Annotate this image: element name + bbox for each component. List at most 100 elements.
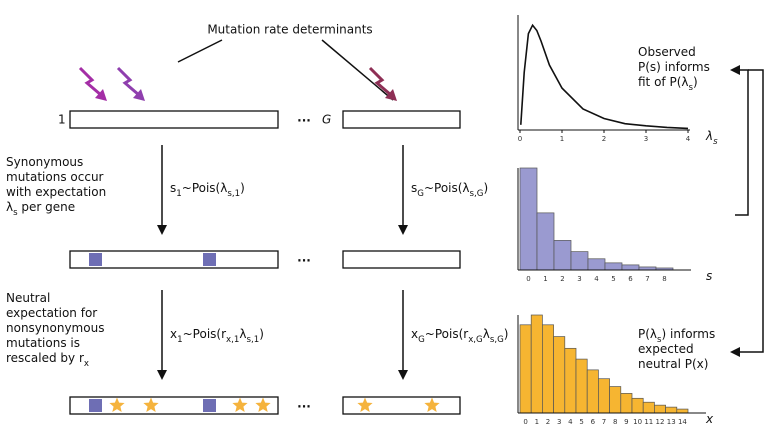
ellipsis: ···: [297, 114, 311, 128]
axis-label: x: [705, 412, 714, 426]
x-tick-label: 0: [523, 418, 527, 426]
text-part: λ: [483, 327, 490, 341]
note-line: P(λs) informs: [638, 327, 715, 345]
lightning-bolt: [368, 66, 392, 97]
x-tick-label: 1: [560, 135, 564, 143]
x-tick-label: 1: [543, 275, 547, 283]
note-line: P(s) informs: [638, 60, 710, 74]
bar: [654, 404, 666, 414]
subscript: 1: [176, 189, 182, 199]
note-line: λs per gene: [6, 200, 75, 218]
x-tick-label: 4: [594, 275, 599, 283]
arrowhead: [133, 89, 145, 101]
bar: [575, 358, 588, 414]
bar: [587, 258, 606, 271]
text-part: expectation for: [6, 306, 97, 320]
note-line: Synonymous: [6, 155, 83, 169]
gene-index: G: [322, 113, 331, 127]
x-tick-label: 3: [577, 275, 581, 283]
text-part: λ: [239, 327, 246, 341]
x-tick-label: 14: [678, 418, 687, 426]
text-part: expected: [638, 342, 694, 356]
x-tick-label: 6: [628, 275, 633, 283]
bar: [519, 167, 538, 271]
subscript: G: [418, 335, 425, 345]
bar: [564, 347, 577, 414]
bar: [598, 378, 610, 414]
text-part: ): [504, 327, 509, 341]
nonsynonymous-mutation: [143, 397, 159, 412]
subscript: s: [13, 208, 18, 218]
bar: [665, 406, 678, 414]
subscript: s: [657, 335, 662, 345]
arrowhead: [730, 347, 740, 357]
arrowhead: [730, 65, 740, 75]
text-part: with expectation: [6, 185, 106, 199]
pointer-line: [177, 39, 223, 63]
text-part: mutations is: [6, 336, 80, 350]
text-part: λ: [705, 129, 713, 143]
x-tick-label: 10: [633, 418, 642, 426]
note-line: mutations occur: [6, 170, 104, 184]
text-part: ): [240, 181, 245, 195]
bar: [620, 393, 633, 414]
note-line: rescaled by rx: [6, 351, 89, 369]
text-part: per gene: [18, 200, 76, 214]
text-part: fit of P(λ: [638, 75, 688, 89]
subscript: x,G: [468, 335, 483, 345]
x-tick-label: 7: [645, 275, 649, 283]
subscript: s: [688, 83, 693, 93]
text-part: mutations occur: [6, 170, 104, 184]
bar: [536, 212, 555, 271]
bar: [642, 401, 655, 414]
text-part: ): [693, 75, 698, 89]
formula: sG~Pois(λs,G): [411, 181, 488, 199]
text-part: x: [411, 327, 418, 341]
lightning-bolt: [116, 66, 140, 97]
text-part: rescaled by r: [6, 351, 84, 365]
subscript: G: [417, 189, 424, 199]
x-tick-label: 8: [613, 418, 617, 426]
gene-index: 1: [58, 113, 66, 127]
subscript: 1: [177, 335, 183, 345]
note-line: fit of P(λs): [638, 75, 698, 93]
formula: s1~Pois(λs,1): [170, 181, 245, 199]
x-tick-label: 5: [611, 275, 615, 283]
bar: [519, 324, 532, 414]
text-part: s: [706, 269, 712, 283]
ellipsis: ···: [297, 254, 311, 268]
gene-bar: [69, 250, 279, 269]
lightning-bolt: [78, 66, 102, 97]
x-tick-label: 7: [602, 418, 606, 426]
bar: [604, 262, 623, 271]
bar: [553, 336, 566, 414]
text-part: P(λ: [638, 327, 657, 341]
gene-bar: [69, 110, 279, 129]
x-tick-label: 5: [579, 418, 583, 426]
x-tick-label: 2: [546, 418, 550, 426]
text-part: Observed: [638, 45, 696, 59]
formula: xG~Pois(rx,Gλs,G): [411, 327, 508, 345]
note-line: mutations is: [6, 336, 80, 350]
nonsynonymous-mutation: [232, 397, 248, 412]
subscript: s,G: [470, 189, 484, 199]
x-tick-label: 0: [518, 135, 522, 143]
nonsynonymous-mutation: [357, 397, 373, 412]
subscript: s: [713, 137, 718, 147]
nonsynonymous-mutation: [255, 397, 271, 412]
text-part: ) informs: [662, 327, 716, 341]
x-tick-label: 8: [662, 275, 666, 283]
text-part: P(s) informs: [638, 60, 710, 74]
bar: [676, 408, 689, 414]
bar: [609, 386, 622, 414]
arrowhead: [157, 370, 167, 380]
nonsynonymous-mutation: [109, 397, 125, 412]
synonymous-mutation: [89, 253, 102, 266]
text-part: ): [259, 327, 264, 341]
density-curve: [520, 23, 689, 130]
text-part: s: [411, 181, 417, 195]
axis-label: s: [706, 269, 712, 283]
ellipsis: ···: [297, 400, 311, 414]
x-tick-label: 1: [535, 418, 539, 426]
